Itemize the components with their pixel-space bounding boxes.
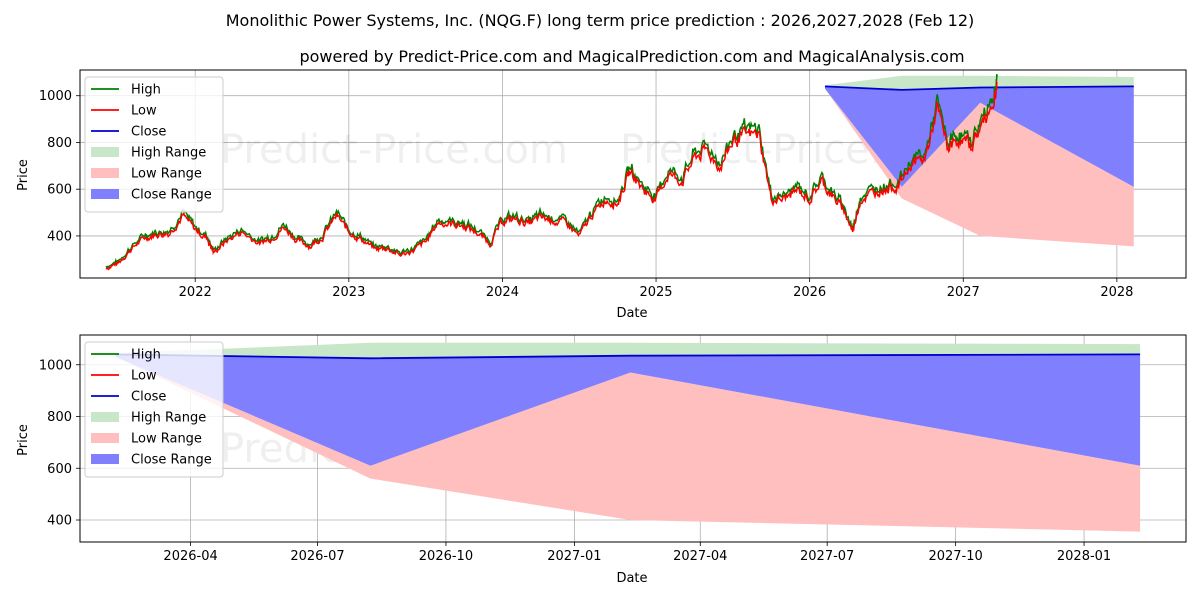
legend-swatch-patch: [91, 189, 119, 199]
legend-label: Close Range: [131, 188, 212, 203]
top-axes-frame: [79, 69, 1187, 279]
x-tick-label: 2027-01: [547, 549, 601, 564]
chart-title: Monolithic Power Systems, Inc. (NQG.F) l…: [226, 11, 975, 30]
legend-label: Close: [131, 125, 166, 140]
y-tick-label: 600: [47, 183, 72, 198]
legend-swatch-patch: [91, 454, 119, 464]
watermark: Predict-Price.com: [220, 127, 568, 173]
x-tick-label: 2026-04: [163, 549, 217, 564]
x-tick-label: 2027-04: [673, 549, 727, 564]
top-ylabel: Price: [16, 159, 31, 191]
close-range-band: [115, 354, 1141, 466]
legend-label: Low: [131, 369, 157, 384]
legend-swatch-patch: [91, 147, 119, 157]
legend-swatch-patch: [91, 433, 119, 443]
low-range-band: [825, 88, 1134, 247]
y-tick-label: 800: [47, 136, 72, 151]
watermark: Predict-Price.com: [220, 276, 568, 322]
bottom-ylabel: Price: [16, 424, 31, 456]
legend-box: [84, 341, 224, 478]
top-panel: Predict-Price.com Predict-Price.com Pred…: [16, 69, 1187, 322]
bottom-axes-frame: [79, 334, 1187, 543]
legend-swatch-patch: [91, 412, 119, 422]
y-tick-label: 1000: [39, 358, 72, 373]
legend-label: Close: [131, 390, 166, 405]
watermark: Predict-Price.com: [620, 276, 968, 322]
x-tick-label: 2022: [179, 285, 212, 300]
x-tick-label: 2028-01: [1057, 549, 1111, 564]
legend-label: Low Range: [131, 432, 202, 447]
y-tick-label: 600: [47, 462, 72, 477]
x-tick-label: 2025: [639, 285, 672, 300]
close-forecast-line: [115, 353, 1141, 360]
chart-subtitle: powered by Predict-Price.com and Magical…: [299, 47, 964, 66]
legend-swatch-patch: [91, 168, 119, 178]
bottom-panel: Predict-Price.com Predict-Price.com 2026…: [16, 334, 1187, 586]
x-tick-label: 2026-07: [290, 549, 344, 564]
x-tick-label: 2028: [1100, 285, 1133, 300]
bottom-ticks: 2026-04 2026-07 2026-10 2027-01 2027-04 2027-…: [39, 358, 1111, 564]
legend-label: Low: [131, 104, 157, 119]
legend-label: High Range: [131, 411, 206, 426]
legend-label: High: [131, 83, 161, 98]
close-forecast-line: [824, 85, 1134, 91]
x-tick-label: 2027-07: [800, 549, 854, 564]
top-series: [105, 74, 1134, 271]
x-tick-label: 2026-10: [419, 549, 473, 564]
legend-label: High Range: [131, 146, 206, 161]
y-tick-label: 400: [47, 514, 72, 529]
x-tick-label: 2027: [947, 285, 980, 300]
low-range-band: [115, 357, 1141, 532]
legend-label: Close Range: [131, 453, 212, 468]
y-tick-label: 1000: [39, 89, 72, 104]
top-xlabel: Date: [616, 306, 647, 321]
legend-box: [84, 76, 224, 213]
y-tick-label: 400: [47, 229, 72, 244]
bottom-legend: High Low Close High Range Low Range Close Ran…: [84, 341, 224, 478]
bottom-xlabel: Date: [616, 571, 647, 586]
x-tick-label: 2026: [793, 285, 826, 300]
top-legend: High Low Close High Range Low Range Close Ran…: [84, 76, 224, 213]
legend-label: High: [131, 348, 161, 363]
bottom-series: [115, 342, 1141, 532]
x-tick-label: 2024: [486, 285, 519, 300]
close-range-band: [825, 86, 1134, 187]
x-tick-label: 2023: [332, 285, 365, 300]
legend-label: Low Range: [131, 167, 202, 182]
low-history-line: [105, 79, 998, 271]
y-tick-label: 800: [47, 410, 72, 425]
top-ticks: 2022 2023 2024 2025 2026 2027 2028 400 600 800 100…: [39, 89, 1134, 300]
x-tick-label: 2027-10: [928, 549, 982, 564]
